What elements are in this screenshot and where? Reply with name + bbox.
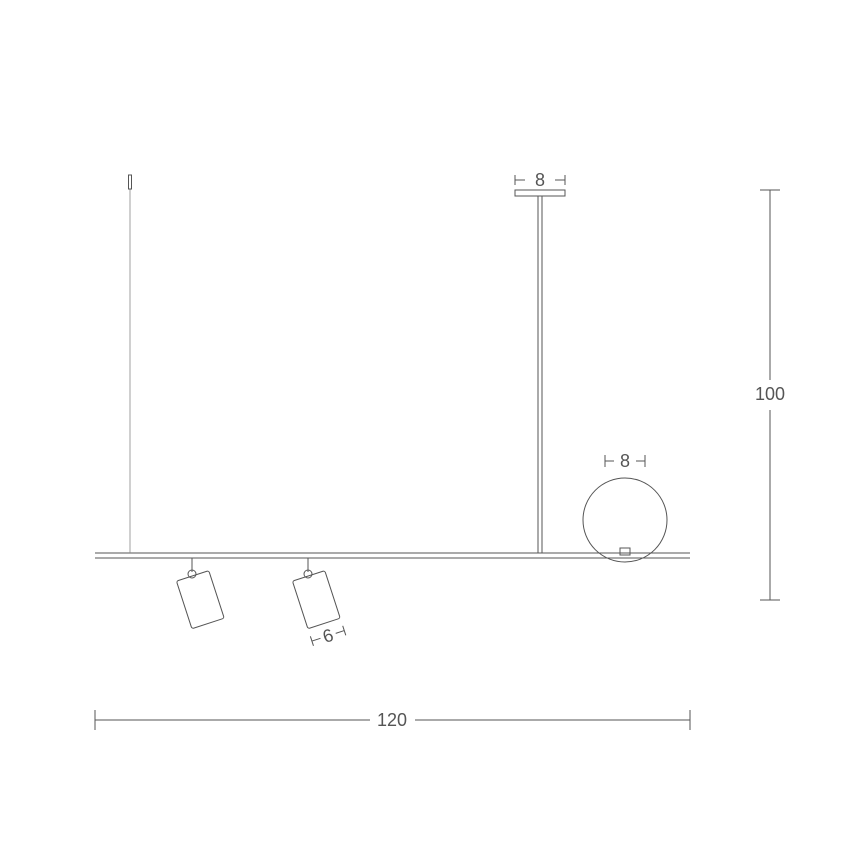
dim-height: 100 xyxy=(755,190,785,600)
dim-height-label: 100 xyxy=(755,384,785,404)
plate-dim-label: 8 xyxy=(535,170,545,190)
dim-width: 120 xyxy=(95,710,690,730)
dim-width-label: 120 xyxy=(377,710,407,730)
ceiling-plate xyxy=(515,190,565,196)
technical-drawing: 8 8 xyxy=(0,0,868,868)
spot-dim-label: 6 xyxy=(320,625,336,647)
plate-dim: 8 xyxy=(515,170,565,190)
globe-dim: 8 xyxy=(605,451,645,471)
globe-dim-label: 8 xyxy=(620,451,630,471)
globe: 8 xyxy=(583,451,667,562)
spot-2: 6 xyxy=(292,558,347,651)
spot-dim: 6 xyxy=(309,621,348,651)
rod-assembly: 8 xyxy=(515,170,565,553)
spot-1 xyxy=(176,558,224,629)
cable xyxy=(129,175,132,553)
